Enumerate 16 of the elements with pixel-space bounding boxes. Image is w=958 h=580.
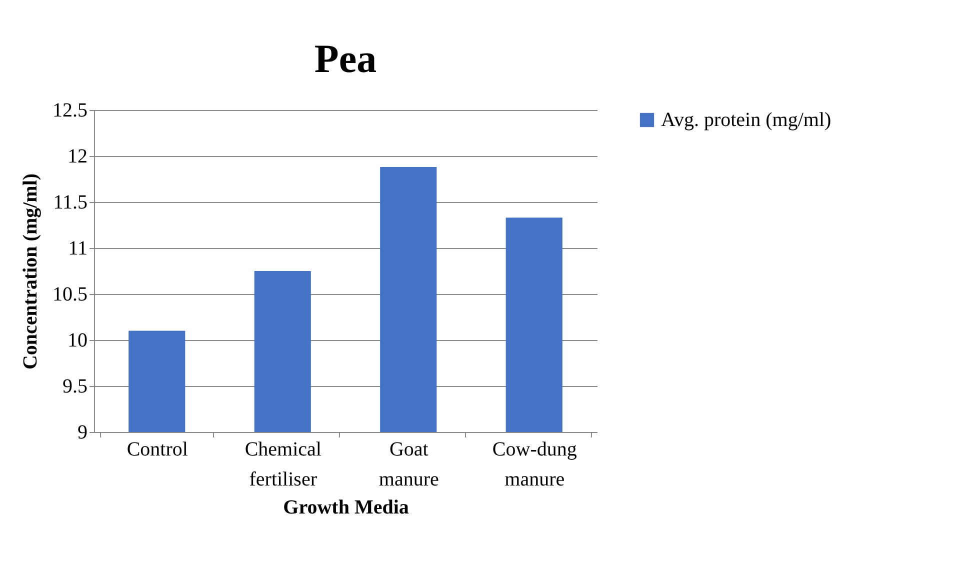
x-tick-label: Control	[126, 438, 188, 460]
y-tick-label: 9	[78, 422, 88, 444]
x-tick-label: Chemical fertiliser	[244, 438, 322, 490]
y-tick-label: 11	[68, 238, 88, 260]
x-tick-label: Cow-dung manure	[492, 438, 577, 490]
y-tick-label: 10	[68, 330, 88, 352]
y-tick-label: 10.5	[52, 284, 88, 306]
x-tick-label: Goat manure	[378, 438, 439, 490]
legend-label: Avg. protein (mg/ml)	[661, 109, 832, 131]
y-axis-title: Concentration (mg/ml)	[20, 173, 42, 370]
y-tick-label: 9.5	[62, 376, 88, 398]
chart-title: Pea	[314, 36, 377, 81]
y-tick-label: 12	[68, 146, 88, 168]
y-tick-label: 11.5	[53, 192, 88, 214]
y-tick-label: 12.5	[52, 100, 88, 122]
x-axis-title: Growth Media	[283, 496, 409, 518]
